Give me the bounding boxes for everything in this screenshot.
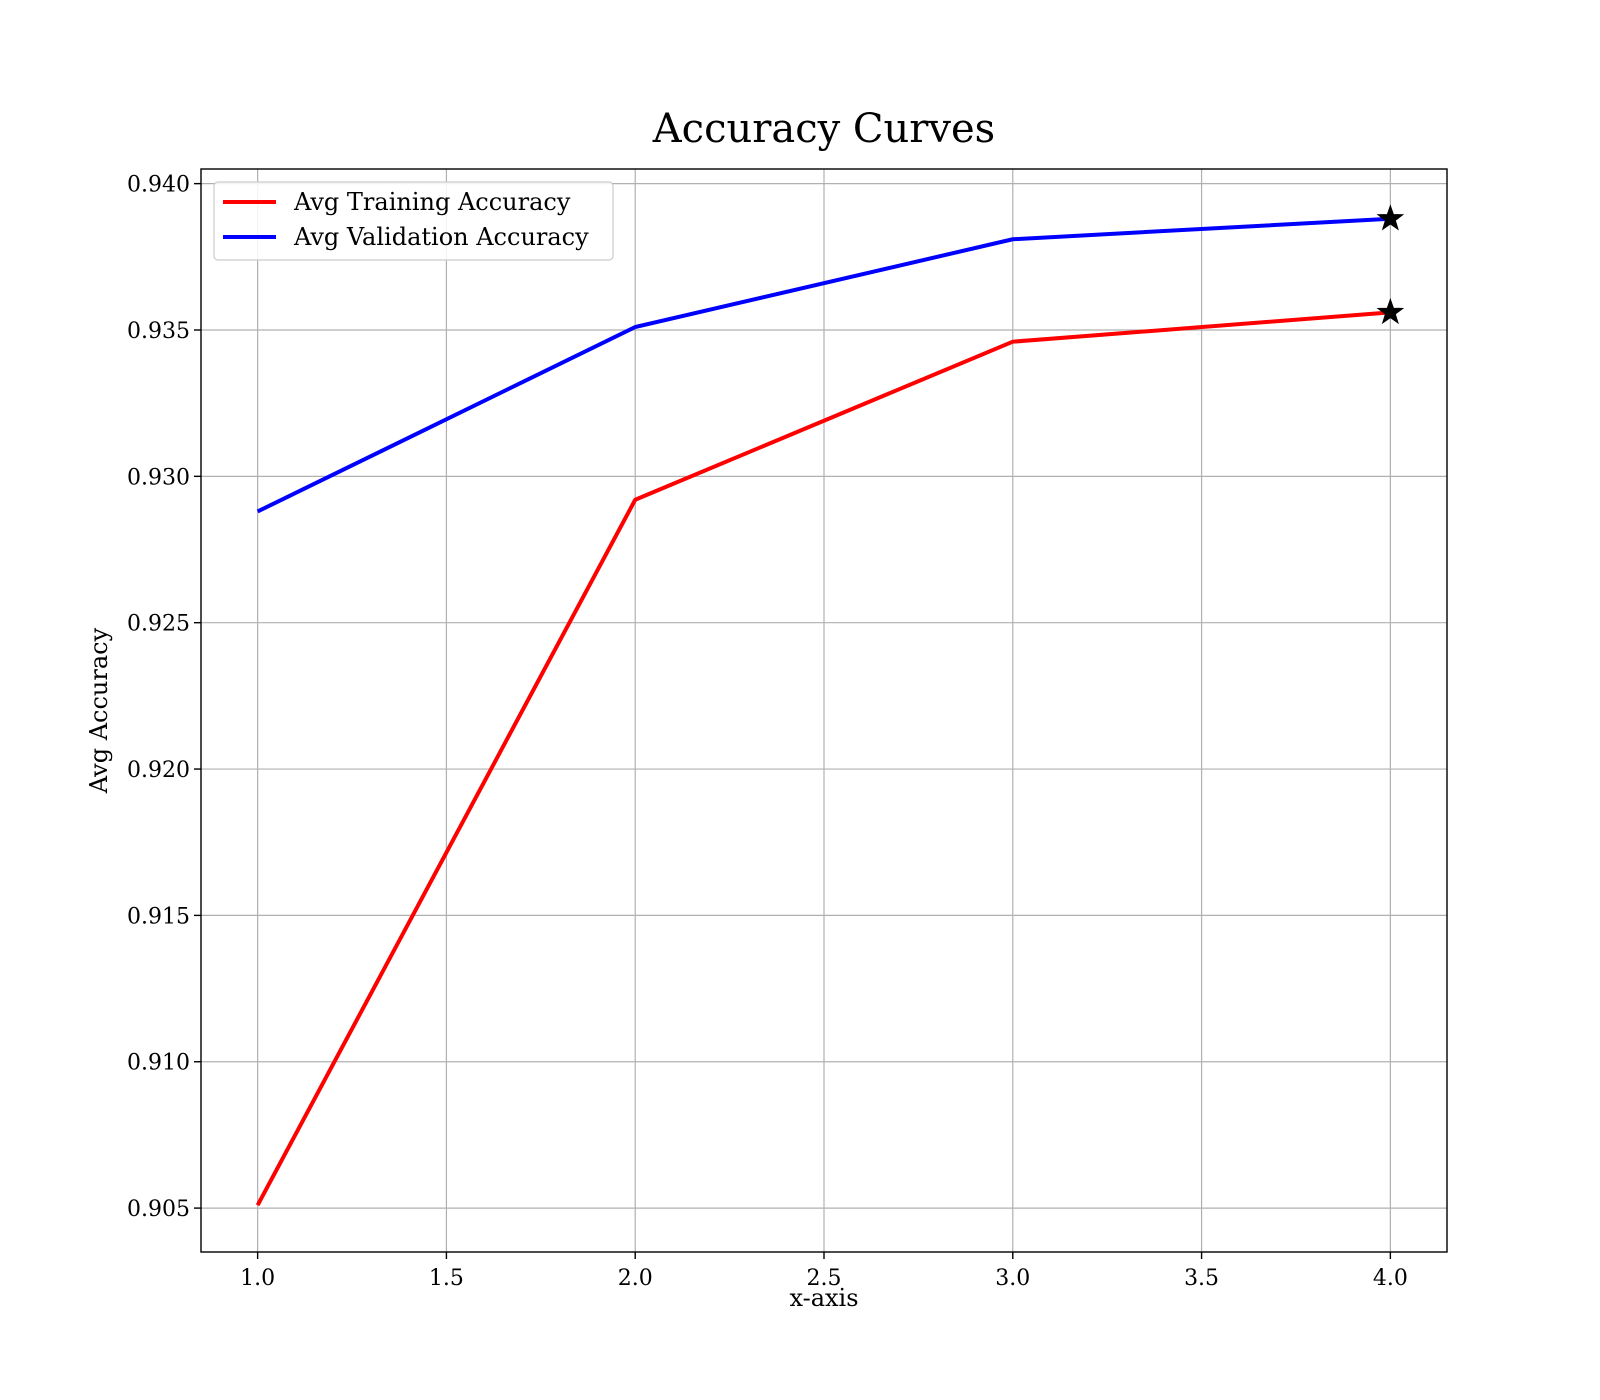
legend-label-validation: Avg Validation Accuracy bbox=[293, 223, 589, 251]
y-tick-label: 0.910 bbox=[127, 1051, 190, 1076]
y-tick-label: 0.940 bbox=[127, 173, 190, 198]
x-tick-label: 3.0 bbox=[995, 1266, 1030, 1291]
x-axis-label: x-axis bbox=[789, 1284, 858, 1312]
y-axis-label: Avg Accuracy bbox=[85, 627, 113, 794]
x-ticks: 1.0 1.5 2.0 2.5 3.0 3.5 4.0 bbox=[240, 1252, 1408, 1291]
x-tick-label: 1.5 bbox=[429, 1266, 464, 1291]
legend-box bbox=[213, 181, 614, 261]
legend-label-training: Avg Training Accuracy bbox=[293, 188, 571, 216]
y-tick-label: 0.925 bbox=[127, 612, 190, 637]
y-tick-label: 0.920 bbox=[127, 758, 190, 783]
x-tick-label: 4.0 bbox=[1373, 1266, 1408, 1291]
legend: Avg Training Accuracy Avg Validation Accu… bbox=[213, 181, 614, 261]
chart-title: Accuracy Curves bbox=[652, 106, 995, 152]
star-marker-icon bbox=[1376, 297, 1405, 325]
x-tick-label: 2.0 bbox=[618, 1266, 653, 1291]
x-tick-label: 3.5 bbox=[1184, 1266, 1219, 1291]
y-tick-label: 0.905 bbox=[127, 1197, 190, 1222]
y-tick-label: 0.915 bbox=[127, 904, 190, 929]
x-tick-label: 1.0 bbox=[240, 1266, 275, 1291]
star-marker-icon bbox=[1376, 204, 1405, 231]
series-line-training bbox=[255, 310, 1391, 1207]
series-lines bbox=[255, 216, 1391, 1207]
y-tick-label: 0.930 bbox=[127, 465, 190, 490]
series-line-validation bbox=[256, 216, 1391, 514]
y-tick-label: 0.935 bbox=[127, 319, 190, 344]
x-tick-label: 2.5 bbox=[807, 1266, 842, 1291]
grid bbox=[201, 169, 1447, 1252]
y-ticks: 0.905 0.910 0.915 0.920 0.925 0.930 0.935 0.940 bbox=[127, 173, 201, 1222]
best-markers bbox=[1376, 204, 1405, 325]
